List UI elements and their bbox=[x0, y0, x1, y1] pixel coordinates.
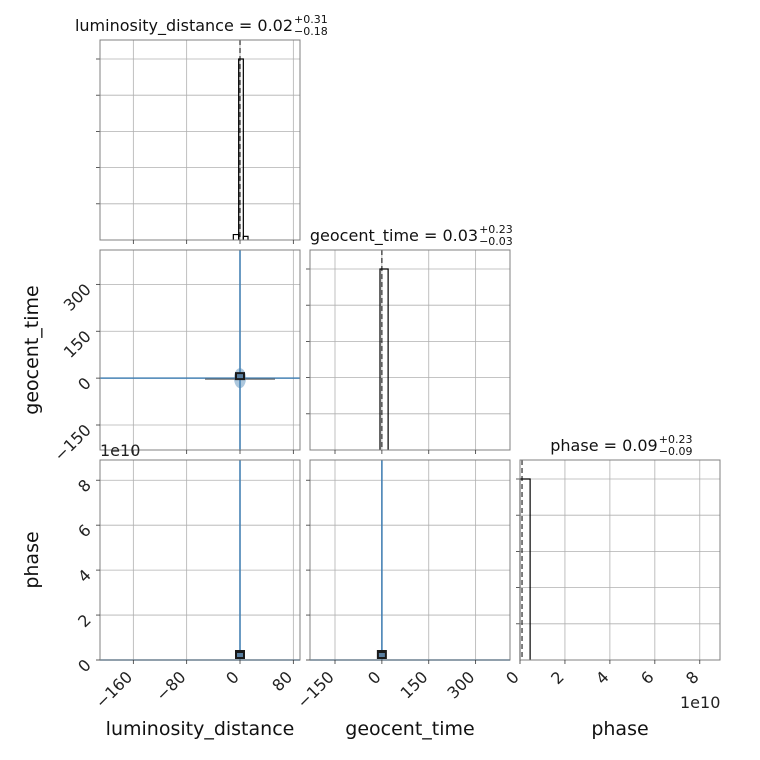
title-text-phase: phase = 0.09 bbox=[550, 436, 657, 455]
title-lower-phase: −0.09 bbox=[659, 445, 693, 458]
title-phase: phase = 0.09 +0.23−0.09 bbox=[550, 433, 692, 458]
title-text-luminosity_distance: luminosity_distance = 0.02 bbox=[75, 16, 293, 36]
xtick-label-luminosity_distance-2: 0 bbox=[222, 667, 243, 688]
ytick-label-geocent_time-2: 150 bbox=[60, 327, 95, 362]
title-lower-geocent_time: −0.03 bbox=[479, 235, 513, 248]
ytick-label-phase-4: 8 bbox=[74, 476, 95, 497]
ytick-label-phase-2: 4 bbox=[74, 566, 95, 587]
scatter-core-inner-2 bbox=[378, 653, 385, 657]
title-upper-phase: +0.23 bbox=[659, 433, 693, 446]
ylabel-geocent_time: geocent_time bbox=[21, 285, 43, 414]
xtick-label-phase-2: 4 bbox=[592, 667, 613, 688]
ytick-label-geocent_time-1: 0 bbox=[74, 374, 95, 395]
xtick-label-geocent_time-3: 300 bbox=[443, 667, 478, 702]
title-upper-geocent_time: +0.23 bbox=[479, 223, 513, 236]
xtick-label-phase-1: 2 bbox=[547, 667, 568, 688]
xlabel-luminosity_distance: luminosity_distance bbox=[106, 718, 295, 740]
ytick-label-phase-0: 0 bbox=[74, 655, 95, 676]
title-text-geocent_time: geocent_time = 0.03 bbox=[310, 226, 478, 246]
ytick-label-geocent_time-3: 300 bbox=[60, 280, 95, 315]
frame-panel-phase-vs-phase bbox=[519, 459, 721, 661]
hist-bar-luminosity_distance-0 bbox=[232, 233, 240, 240]
hist-bar-luminosity_distance-1 bbox=[238, 58, 244, 240]
hist-bar-geocent_time-0 bbox=[379, 268, 389, 450]
xtick-label-luminosity_distance-0: −160 bbox=[92, 667, 137, 712]
title-lower-luminosity_distance: −0.18 bbox=[294, 25, 328, 38]
xtick-label-phase-3: 6 bbox=[637, 667, 658, 688]
xtick-label-geocent_time-0: −150 bbox=[293, 667, 338, 712]
xtick-label-phase-4: 8 bbox=[682, 667, 703, 688]
frame-panel-luminosity_distance-vs-luminosity_distance bbox=[99, 39, 301, 241]
hist-bar-phase-0 bbox=[519, 478, 531, 660]
xtick-label-phase-0: 0 bbox=[502, 667, 523, 688]
xtick-label-geocent_time-2: 150 bbox=[397, 667, 432, 702]
frame-panel-phase-vs-luminosity_distance bbox=[99, 459, 301, 661]
scatter-core-inner-1 bbox=[237, 653, 243, 657]
title-upper-luminosity_distance: +0.31 bbox=[294, 13, 328, 26]
frame-panel-geocent_time-vs-luminosity_distance bbox=[99, 249, 301, 451]
xtick-label-luminosity_distance-1: −80 bbox=[152, 667, 189, 704]
ytick-label-geocent_time-0: −150 bbox=[50, 420, 95, 465]
offset-label-phase-y: 1e10 bbox=[100, 441, 140, 460]
title-luminosity_distance: luminosity_distance = 0.02 +0.31−0.18 bbox=[75, 13, 328, 38]
ytick-label-phase-3: 6 bbox=[74, 521, 95, 542]
offset-label-phase-x: 1e10 bbox=[680, 693, 720, 712]
xtick-label-luminosity_distance-3: 80 bbox=[268, 667, 296, 695]
hist-bar-luminosity_distance-2 bbox=[242, 235, 249, 240]
xtick-label-geocent_time-1: 0 bbox=[364, 667, 385, 688]
scatter-core-inner-0 bbox=[237, 374, 243, 379]
ylabel-phase: phase bbox=[21, 531, 43, 588]
frame-panel-phase-vs-geocent_time bbox=[309, 459, 511, 661]
xlabel-geocent_time: geocent_time bbox=[345, 718, 474, 740]
xlabel-phase: phase bbox=[591, 718, 648, 740]
ytick-label-phase-1: 2 bbox=[74, 610, 95, 631]
title-geocent_time: geocent_time = 0.03 +0.23−0.03 bbox=[310, 223, 513, 248]
frame-panel-geocent_time-vs-geocent_time bbox=[309, 249, 511, 451]
